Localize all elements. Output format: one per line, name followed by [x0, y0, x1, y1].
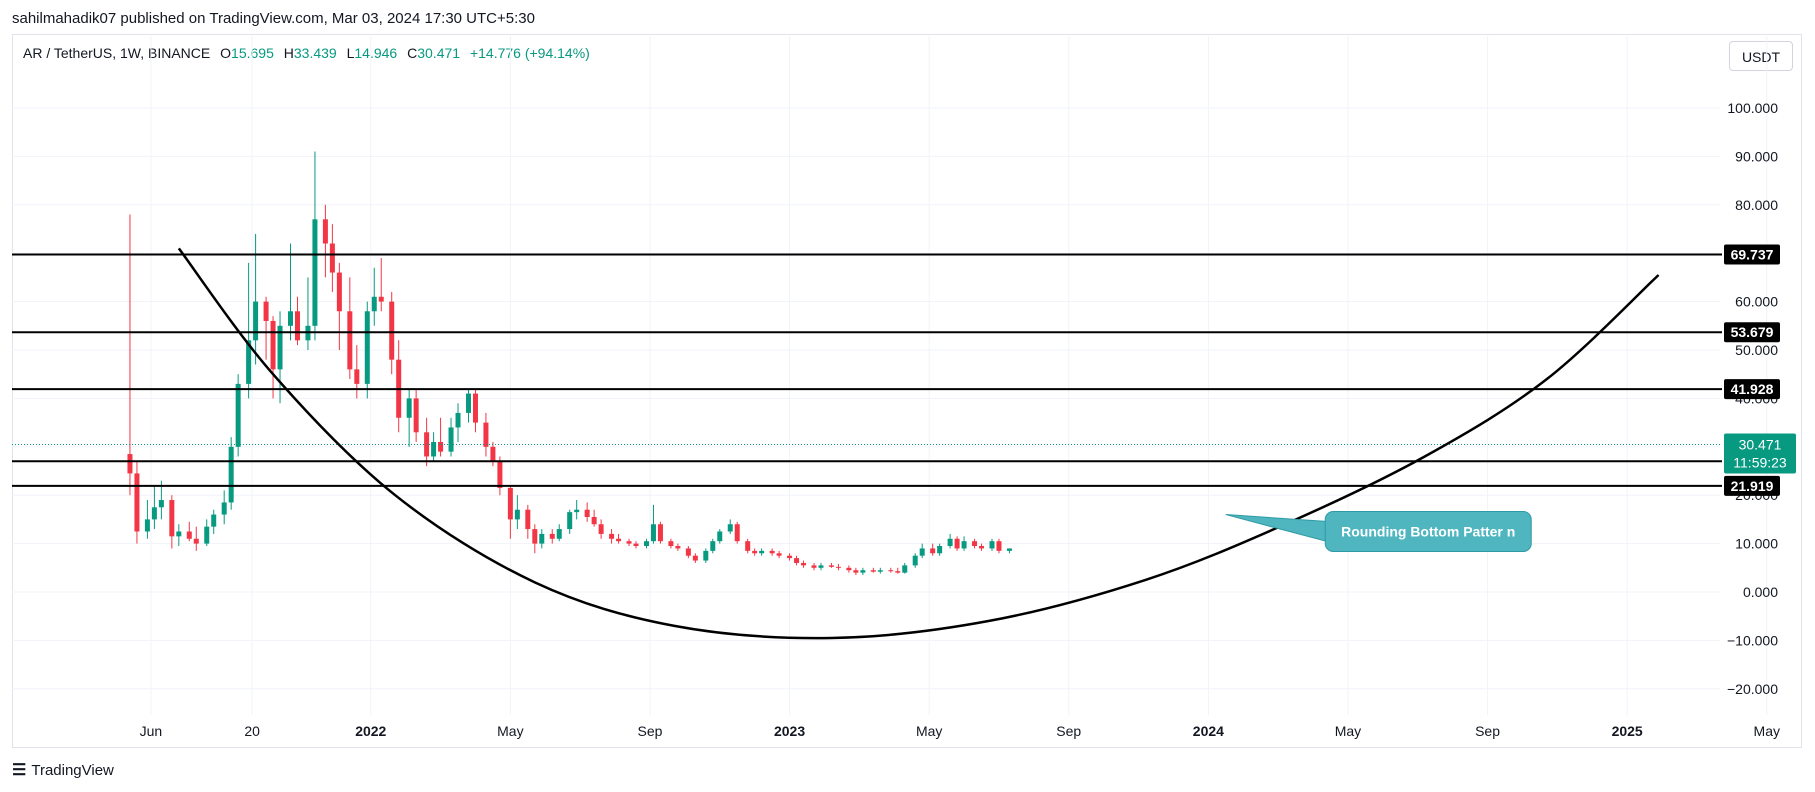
symbol-legend: AR / TetherUS, 1W, BINANCE O15.695 H33.4… — [23, 45, 590, 61]
published-by-line: sahilmahadik07 published on TradingView.… — [12, 10, 535, 27]
chart-pane[interactable] — [12, 34, 1802, 748]
symbol-info[interactable]: AR / TetherUS, 1W, BINANCE — [23, 45, 211, 61]
open-value: 15.695 — [231, 45, 274, 61]
tradingview-logo-icon: ☰ — [12, 762, 26, 779]
currency-button[interactable]: USDT — [1729, 41, 1793, 71]
low-label: L — [346, 45, 355, 61]
high-label: H — [283, 45, 294, 61]
close-value: 30.471 — [417, 45, 461, 61]
change-value: +14.776 (+94.14%) — [469, 45, 590, 61]
low-value: 14.946 — [354, 45, 398, 61]
footer-brand[interactable]: ☰ TradingView — [12, 760, 114, 780]
high-value: 33.439 — [293, 45, 337, 61]
open-label: O — [220, 45, 232, 61]
close-label: C — [407, 45, 418, 61]
footer-brand-text: TradingView — [31, 761, 114, 779]
